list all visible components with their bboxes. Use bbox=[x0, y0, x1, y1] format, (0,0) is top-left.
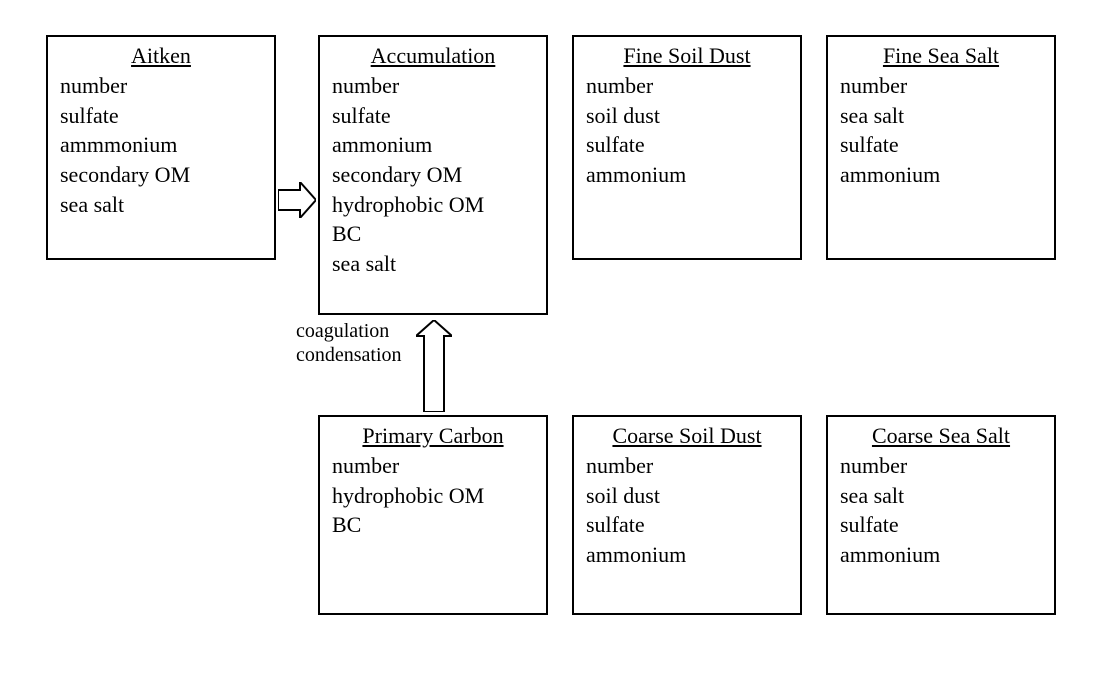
box-item-primary-carbon-2: BC bbox=[332, 510, 534, 540]
box-aitken: Aitkennumbersulfateammmoniumsecondary OM… bbox=[46, 35, 276, 260]
box-item-primary-carbon-0: number bbox=[332, 451, 534, 481]
box-item-aitken-2: ammmonium bbox=[60, 130, 262, 160]
box-title-fine-soil-dust: Fine Soil Dust bbox=[586, 43, 788, 69]
box-item-accumulation-3: secondary OM bbox=[332, 160, 534, 190]
box-item-accumulation-6: sea salt bbox=[332, 249, 534, 279]
box-item-coarse-sea-salt-0: number bbox=[840, 451, 1042, 481]
box-title-fine-sea-salt: Fine Sea Salt bbox=[840, 43, 1042, 69]
box-item-coarse-soil-dust-1: soil dust bbox=[586, 481, 788, 511]
box-fine-soil-dust: Fine Soil Dustnumbersoil dustsulfateammo… bbox=[572, 35, 802, 260]
box-coarse-sea-salt: Coarse Sea Saltnumbersea saltsulfateammo… bbox=[826, 415, 1056, 615]
box-item-aitken-4: sea salt bbox=[60, 190, 262, 220]
box-item-primary-carbon-1: hydrophobic OM bbox=[332, 481, 534, 511]
arrow-right bbox=[278, 182, 316, 218]
box-item-coarse-soil-dust-3: ammonium bbox=[586, 540, 788, 570]
box-item-coarse-soil-dust-0: number bbox=[586, 451, 788, 481]
box-item-aitken-0: number bbox=[60, 71, 262, 101]
box-title-aitken: Aitken bbox=[60, 43, 262, 69]
box-item-accumulation-1: sulfate bbox=[332, 101, 534, 131]
box-item-fine-soil-dust-0: number bbox=[586, 71, 788, 101]
box-item-fine-sea-salt-3: ammonium bbox=[840, 160, 1042, 190]
label-coagulation: coagulation bbox=[296, 320, 389, 343]
box-fine-sea-salt: Fine Sea Saltnumbersea saltsulfateammoni… bbox=[826, 35, 1056, 260]
box-item-coarse-sea-salt-3: ammonium bbox=[840, 540, 1042, 570]
box-item-aitken-1: sulfate bbox=[60, 101, 262, 131]
box-title-primary-carbon: Primary Carbon bbox=[332, 423, 534, 449]
box-title-coarse-sea-salt: Coarse Sea Salt bbox=[840, 423, 1042, 449]
box-item-coarse-soil-dust-2: sulfate bbox=[586, 510, 788, 540]
box-item-coarse-sea-salt-2: sulfate bbox=[840, 510, 1042, 540]
arrow-up bbox=[416, 320, 452, 412]
box-item-fine-soil-dust-2: sulfate bbox=[586, 130, 788, 160]
box-coarse-soil-dust: Coarse Soil Dustnumbersoil dustsulfateam… bbox=[572, 415, 802, 615]
box-item-accumulation-2: ammonium bbox=[332, 130, 534, 160]
box-item-fine-sea-salt-1: sea salt bbox=[840, 101, 1042, 131]
box-item-fine-soil-dust-3: ammonium bbox=[586, 160, 788, 190]
diagram-stage: Aitkennumbersulfateammmoniumsecondary OM… bbox=[0, 0, 1098, 695]
box-item-coarse-sea-salt-1: sea salt bbox=[840, 481, 1042, 511]
box-accumulation: Accumulationnumbersulfateammoniumseconda… bbox=[318, 35, 548, 315]
box-primary-carbon: Primary Carbonnumberhydrophobic OMBC bbox=[318, 415, 548, 615]
box-item-fine-sea-salt-2: sulfate bbox=[840, 130, 1042, 160]
box-item-accumulation-4: hydrophobic OM bbox=[332, 190, 534, 220]
box-title-accumulation: Accumulation bbox=[332, 43, 534, 69]
box-item-fine-soil-dust-1: soil dust bbox=[586, 101, 788, 131]
box-item-aitken-3: secondary OM bbox=[60, 160, 262, 190]
box-item-accumulation-5: BC bbox=[332, 219, 534, 249]
label-condensation: condensation bbox=[296, 344, 402, 367]
box-item-accumulation-0: number bbox=[332, 71, 534, 101]
box-item-fine-sea-salt-0: number bbox=[840, 71, 1042, 101]
box-title-coarse-soil-dust: Coarse Soil Dust bbox=[586, 423, 788, 449]
